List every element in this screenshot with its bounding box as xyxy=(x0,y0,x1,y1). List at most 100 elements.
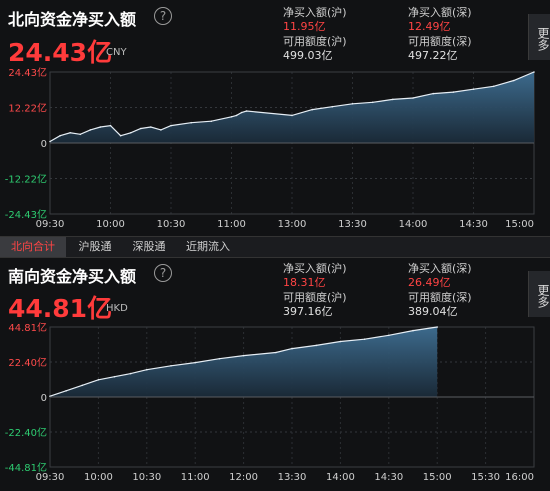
x-tick-label: 12:00 xyxy=(229,472,258,483)
flow-line xyxy=(49,71,535,143)
flow-point xyxy=(129,372,132,375)
flow-point xyxy=(146,368,148,371)
north-sz-quota-value: 497.22亿 xyxy=(408,49,458,62)
flow-point xyxy=(129,132,132,134)
y-tick-label: -24.43亿 xyxy=(5,208,47,221)
south-sh-buy-label: 净买入额(沪) xyxy=(283,262,347,275)
flow-area xyxy=(50,72,534,143)
flow-point xyxy=(331,105,334,108)
flow-point xyxy=(291,347,293,350)
flow-point xyxy=(351,103,354,105)
flow-point xyxy=(170,365,172,367)
x-tick-label: 10:00 xyxy=(84,472,113,483)
flow-point xyxy=(235,114,238,117)
northbound-panel: 北向资金净买入额 ? 24.43亿 CNY 净买入额(沪) 11.95亿 净买入… xyxy=(0,0,550,236)
flow-point xyxy=(65,390,67,392)
flow-point xyxy=(245,110,248,112)
flow-point xyxy=(392,98,394,101)
flow-point xyxy=(412,329,414,332)
south-sh-quota-label: 可用额度(沪) xyxy=(283,291,347,304)
north-net-value: 24.43亿 xyxy=(8,38,113,67)
north-sh-quota-label: 可用额度(沪) xyxy=(283,35,347,48)
flow-point xyxy=(170,124,172,127)
flow-point xyxy=(99,126,102,128)
south-more-button[interactable]: 更多 xyxy=(528,271,550,317)
north-sh-buy-value: 11.95亿 xyxy=(283,20,326,33)
tab-north-total[interactable]: 北向合计 xyxy=(0,237,66,257)
flow-point xyxy=(218,357,221,360)
north-sz-buy-value: 12.49亿 xyxy=(408,20,451,33)
north-sz-quota-label: 可用额度(深) xyxy=(408,35,472,48)
southbound-panel: 南向资金净买入额 ? 44.81亿 HKD 净买入额(沪) 18.31亿 净买入… xyxy=(0,257,550,491)
south-sz-quota-value: 389.04亿 xyxy=(408,305,458,318)
north-sh-buy-label: 净买入额(沪) xyxy=(283,6,347,19)
north-sz-buy-label: 净买入额(深) xyxy=(408,6,472,19)
flow-point xyxy=(49,140,51,143)
south-unit: HKD xyxy=(106,303,128,314)
flow-point xyxy=(412,97,414,99)
flow-point xyxy=(109,124,112,127)
flow-point xyxy=(315,344,318,347)
flow-point xyxy=(242,354,245,357)
south-net-value: 44.81亿 xyxy=(8,294,113,323)
flow-point xyxy=(452,91,455,93)
flow-point xyxy=(190,121,192,124)
flow-point xyxy=(513,79,515,82)
x-tick-label: 10:00 xyxy=(96,219,125,230)
x-tick-label: 14:30 xyxy=(459,219,488,230)
flow-point xyxy=(311,108,314,111)
flow-point xyxy=(79,133,82,136)
north-help-icon[interactable]: ? xyxy=(154,7,172,25)
flow-point xyxy=(436,326,439,328)
south-sz-quota-label: 可用额度(深) xyxy=(408,291,472,304)
x-tick-label: 09:30 xyxy=(36,472,65,483)
flow-point xyxy=(119,134,122,137)
flow-point xyxy=(533,71,535,73)
x-tick-label: 16:00 xyxy=(505,472,534,483)
flow-point xyxy=(81,384,84,387)
north-more-button[interactable]: 更多 xyxy=(528,14,550,60)
south-title: 南向资金净买入额 xyxy=(8,267,137,286)
flow-point xyxy=(59,134,61,137)
tab-recent-inflow[interactable]: 近期流入 xyxy=(186,240,230,253)
x-tick-label: 10:30 xyxy=(132,472,161,483)
south-sh-quota-value: 397.16亿 xyxy=(283,305,333,318)
y-tick-label: -22.40亿 xyxy=(5,426,47,439)
flow-point xyxy=(492,85,495,88)
x-tick-label: 14:00 xyxy=(399,219,428,230)
flow-point xyxy=(230,116,233,118)
x-tick-label: 13:30 xyxy=(338,219,367,230)
south-help-icon[interactable]: ? xyxy=(154,264,172,282)
flow-point xyxy=(113,375,116,378)
y-tick-label: 12.22亿 xyxy=(8,102,47,115)
flow-point xyxy=(69,132,71,134)
north-unit: CNY xyxy=(106,47,127,58)
tab-shanghai-connect[interactable]: 沪股通 xyxy=(78,240,112,253)
north-title: 北向资金净买入额 xyxy=(8,10,137,29)
flow-point xyxy=(388,334,390,337)
x-tick-label: 11:00 xyxy=(217,219,246,230)
flow-point xyxy=(97,379,100,381)
north-sh-quota-value: 499.03亿 xyxy=(283,49,333,62)
x-tick-label: 15:00 xyxy=(505,219,534,230)
flow-point xyxy=(160,129,162,131)
flow-point xyxy=(363,338,366,340)
x-tick-label: 15:30 xyxy=(471,472,500,483)
flow-point xyxy=(291,114,293,117)
y-tick-label: 0 xyxy=(41,393,47,404)
x-tick-label: 10:30 xyxy=(157,219,186,230)
south-sh-buy-value: 18.31亿 xyxy=(283,276,326,289)
x-tick-label: 13:30 xyxy=(278,472,307,483)
flow-point xyxy=(472,88,475,90)
y-tick-label: -44.81亿 xyxy=(5,461,47,474)
tab-shenzhen-connect[interactable]: 深股通 xyxy=(132,240,166,253)
x-tick-label: 14:00 xyxy=(326,472,355,483)
south-sz-buy-value: 26.49亿 xyxy=(408,276,451,289)
market-tab-bar: 北向合计 沪股通 深股通 近期流入 xyxy=(0,236,550,258)
flow-area xyxy=(50,327,438,397)
x-tick-label: 11:00 xyxy=(181,472,210,483)
flow-point xyxy=(140,127,142,130)
y-tick-label: 44.81亿 xyxy=(8,321,47,334)
